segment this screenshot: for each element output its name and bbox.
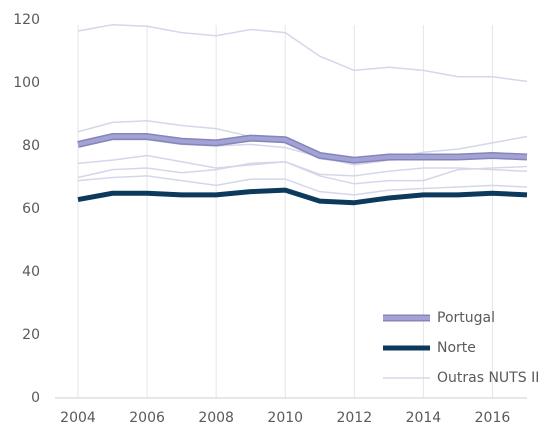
x-tick-label: 2012 [336, 410, 372, 426]
x-tick-label: 2004 [60, 410, 96, 426]
line [77, 23, 528, 83]
line [77, 160, 528, 179]
y-tick-label: 60 [22, 201, 40, 217]
x-tick-label: 2014 [406, 410, 442, 426]
y-tick-label: 80 [22, 138, 40, 154]
y-tick-label: 120 [13, 12, 40, 28]
legend-label: Outras NUTS II [437, 370, 539, 386]
y-tick-label: 40 [22, 264, 40, 280]
y-tick-label: 100 [13, 75, 40, 91]
legend-label: Norte [437, 340, 476, 356]
line [77, 175, 528, 196]
line [77, 134, 528, 163]
y-tick-label: 0 [31, 390, 40, 406]
legend-label: Portugal [437, 310, 495, 326]
x-tick-label: 2006 [129, 410, 165, 426]
line [77, 187, 528, 206]
line [77, 138, 528, 166]
y-tick-label: 20 [22, 327, 40, 343]
x-tick-label: 2016 [475, 410, 511, 426]
x-tick-label: 2008 [198, 410, 234, 426]
x-tick-label: 2010 [267, 410, 303, 426]
